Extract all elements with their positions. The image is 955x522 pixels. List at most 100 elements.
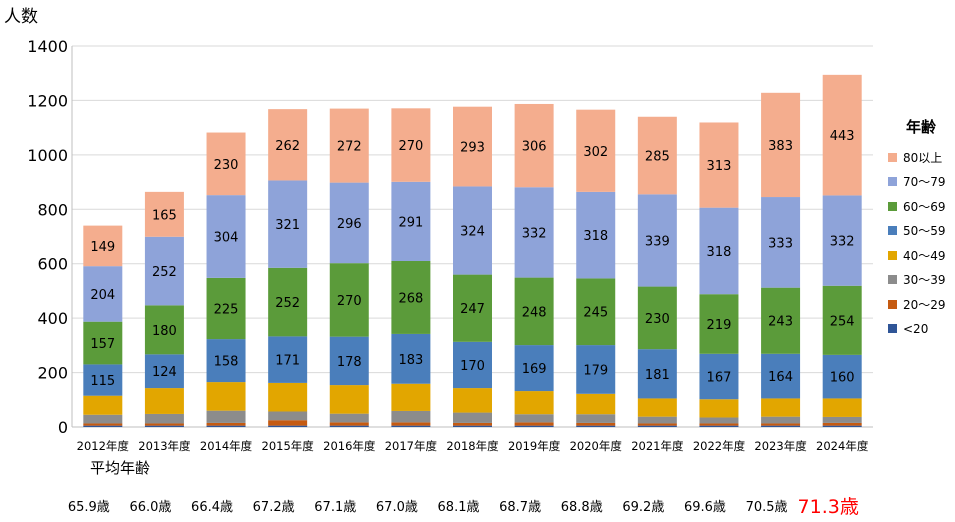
bar-segment-40-49 <box>637 398 677 417</box>
bar-segment-40-49 <box>822 398 862 417</box>
x-tick-label: 2024年度 <box>816 439 869 453</box>
x-tick-label: 2023年度 <box>754 439 807 453</box>
bar-segment-20-29 <box>391 422 431 426</box>
legend-item: 80以上 <box>888 145 946 170</box>
bar-segment-80plus <box>391 108 431 182</box>
bar-segment-40-49 <box>514 391 554 415</box>
bar-segment-lt20 <box>391 425 431 427</box>
legend-label: 30～39 <box>903 273 946 288</box>
y-tick-label: 1200 <box>27 91 68 110</box>
bar-segment-80plus <box>822 74 862 196</box>
bar-segment-70-79 <box>761 197 801 288</box>
data-label: 383 <box>768 139 793 154</box>
legend-item: <20 <box>888 317 946 342</box>
bar-segment-50-59 <box>206 339 246 383</box>
average-age-value: 69.6歳 <box>683 500 726 515</box>
data-label: 178 <box>337 355 362 370</box>
legend-item: 60～69 <box>888 194 946 219</box>
bar-segment-70-79 <box>453 186 492 275</box>
y-tick-label: 1000 <box>27 146 68 165</box>
stacked-bar-chart: 0 200 400 600 800 1000 1200 1400 115 157 204 149 201… <box>27 37 873 453</box>
data-label: 157 <box>90 337 115 352</box>
legend-label: 60～69 <box>903 199 946 214</box>
bar-segment-20-29 <box>576 422 616 426</box>
data-label: 339 <box>645 234 670 249</box>
bar-segment-20-29 <box>514 422 554 426</box>
bar-segment-40-49 <box>83 395 123 415</box>
bar-segment-lt20 <box>453 425 492 427</box>
bar-segment-20-29 <box>83 423 123 426</box>
y-tick-label: 1400 <box>27 37 68 56</box>
y-tick-label: 200 <box>37 364 68 383</box>
legend-item: 30～39 <box>888 268 946 293</box>
data-label: 115 <box>90 374 115 389</box>
bar-segment-20-29 <box>822 422 862 426</box>
average-age-row: 65.9歳 66.0歳 66.4歳 67.2歳 67.1歳 67.0歳 68.1歳 68.7歳… <box>0 496 955 518</box>
average-age-value: 67.1歳 <box>314 500 357 515</box>
bar-segment-50-59 <box>453 341 492 389</box>
data-label: 164 <box>768 370 793 385</box>
bar-segment-lt20 <box>83 425 123 427</box>
legend-swatch <box>888 275 897 285</box>
bar-segment-70-79 <box>268 180 308 268</box>
average-age-value: 67.2歳 <box>252 500 295 515</box>
average-age-value: 66.0歳 <box>129 500 172 515</box>
bar-segment-60-69 <box>514 277 554 346</box>
x-tick-label: 2021年度 <box>631 439 684 453</box>
bar-segment-30-39 <box>268 411 308 421</box>
bar-segment-40-49 <box>699 399 739 418</box>
bar-segment-70-79 <box>514 187 554 278</box>
data-label: 225 <box>214 302 239 317</box>
data-label: 268 <box>398 291 423 306</box>
data-label: 165 <box>152 208 177 223</box>
legend-swatch <box>888 226 897 236</box>
bar-segment-80plus <box>83 225 123 267</box>
x-tick-label: 2019年度 <box>508 439 561 453</box>
bar-segment-50-59 <box>391 333 431 384</box>
legend-title: 年齢 <box>906 118 937 136</box>
bar-segment-30-39 <box>83 414 123 424</box>
data-label: 179 <box>583 363 608 378</box>
bar-segment-60-69 <box>761 287 801 354</box>
legend-label: 80以上 <box>903 150 943 165</box>
bar-segment-40-49 <box>576 393 616 415</box>
legend-item: 20～29 <box>888 292 946 317</box>
average-age-value: 71.3歳 <box>797 496 859 518</box>
data-label: 293 <box>460 141 485 156</box>
data-label: 230 <box>645 312 670 327</box>
average-age-value: 65.9歳 <box>67 500 110 515</box>
legend-item: 40～49 <box>888 243 946 268</box>
data-label: 167 <box>707 371 732 386</box>
bar-segment-60-69 <box>391 260 431 334</box>
x-tick-label: 2015年度 <box>262 439 315 453</box>
bar-segment-60-69 <box>268 267 308 337</box>
data-label: 262 <box>275 139 300 154</box>
data-label: 302 <box>583 145 608 160</box>
bar-segment-30-39 <box>822 416 862 423</box>
bar-segment-80plus <box>637 116 677 195</box>
average-age-value: 68.8歳 <box>560 500 603 515</box>
y-tick-label: 600 <box>37 255 68 274</box>
bar-segment-50-59 <box>699 353 739 400</box>
data-label: 124 <box>152 365 177 380</box>
data-label: 158 <box>214 355 239 370</box>
average-age-value: 68.7歳 <box>499 500 542 515</box>
data-label: 443 <box>830 129 855 144</box>
bar-segment-lt20 <box>637 425 677 427</box>
data-label: 332 <box>830 235 855 250</box>
bar-segment-80plus <box>268 109 308 181</box>
bar-segment-60-69 <box>144 305 184 355</box>
bar-segment-30-39 <box>144 413 184 424</box>
data-label: 270 <box>398 139 423 154</box>
data-label: 332 <box>522 226 547 241</box>
bar-segment-40-49 <box>329 385 369 414</box>
x-tick-label: 2017年度 <box>385 439 438 453</box>
bar-segment-80plus <box>699 122 739 208</box>
data-label: 272 <box>337 140 362 155</box>
data-label: 296 <box>337 217 362 232</box>
bar-segment-20-29 <box>699 423 739 426</box>
bar-segment-20-29 <box>268 420 308 426</box>
legend-label: <20 <box>903 321 929 336</box>
y-tick-label: 0 <box>58 418 68 437</box>
bar-segment-50-59 <box>822 354 862 399</box>
